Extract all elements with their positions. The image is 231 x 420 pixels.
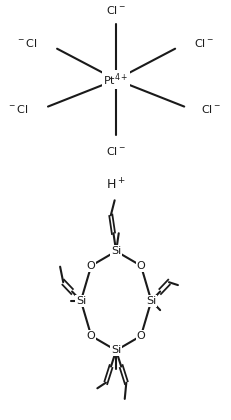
Text: O: O (137, 331, 145, 341)
Text: $^-$Cl: $^-$Cl (16, 37, 38, 49)
Text: O: O (137, 261, 145, 271)
Text: Pt$^{4+}$: Pt$^{4+}$ (103, 71, 129, 88)
Text: O: O (87, 331, 96, 341)
Text: Cl$^-$: Cl$^-$ (106, 145, 126, 157)
Text: $^-$Cl: $^-$Cl (7, 103, 29, 116)
Text: Si: Si (111, 246, 121, 256)
Text: Cl$^-$: Cl$^-$ (195, 37, 215, 49)
Text: H$^+$: H$^+$ (106, 177, 126, 193)
Text: Cl$^-$: Cl$^-$ (106, 4, 126, 16)
Text: Cl$^-$: Cl$^-$ (201, 103, 221, 116)
Text: O: O (87, 261, 96, 271)
Text: Si: Si (146, 296, 156, 306)
Text: Si: Si (76, 296, 86, 306)
Text: Si: Si (111, 345, 121, 355)
